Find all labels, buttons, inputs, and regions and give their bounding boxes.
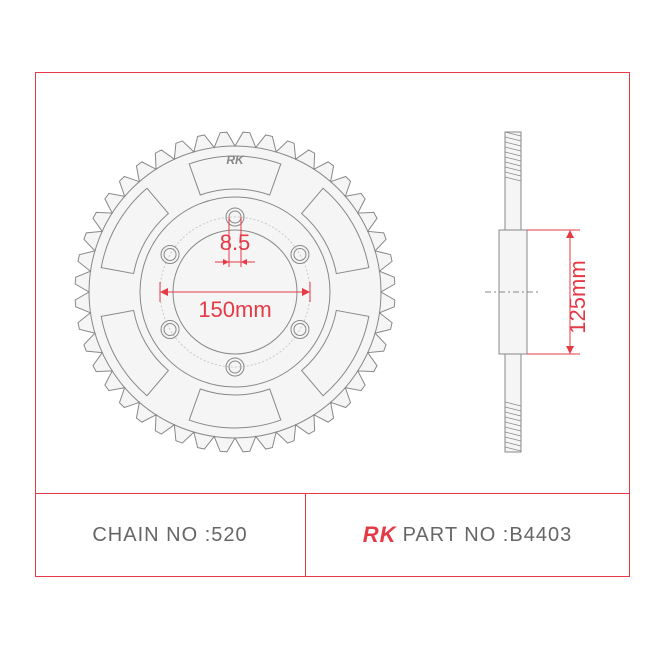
drawing-area: RK 8.5 150mm <box>35 72 630 493</box>
chain-no-label: CHAIN NO : <box>92 524 211 547</box>
title-block: CHAIN NO : 520 RK PART NO : B4403 <box>35 493 630 577</box>
dim-center-bore-value: 125mm <box>565 260 590 333</box>
sprocket-front-view: RK 8.5 150mm <box>65 122 405 462</box>
dim-bolt-circle-value: 150mm <box>198 297 271 322</box>
sprocket-side-view: 125mm <box>485 122 625 462</box>
brand-logo: RK <box>363 522 397 548</box>
dim-bolt-hole-value: 8.5 <box>220 230 251 255</box>
part-no-cell: RK PART NO : B4403 <box>305 493 630 577</box>
chain-no-cell: CHAIN NO : 520 <box>35 493 305 577</box>
sprocket-brand-mark: RK <box>226 153 245 167</box>
part-no-label: PART NO : <box>403 524 510 547</box>
part-no-value: B4403 <box>509 524 572 547</box>
chain-no-value: 520 <box>211 524 247 547</box>
